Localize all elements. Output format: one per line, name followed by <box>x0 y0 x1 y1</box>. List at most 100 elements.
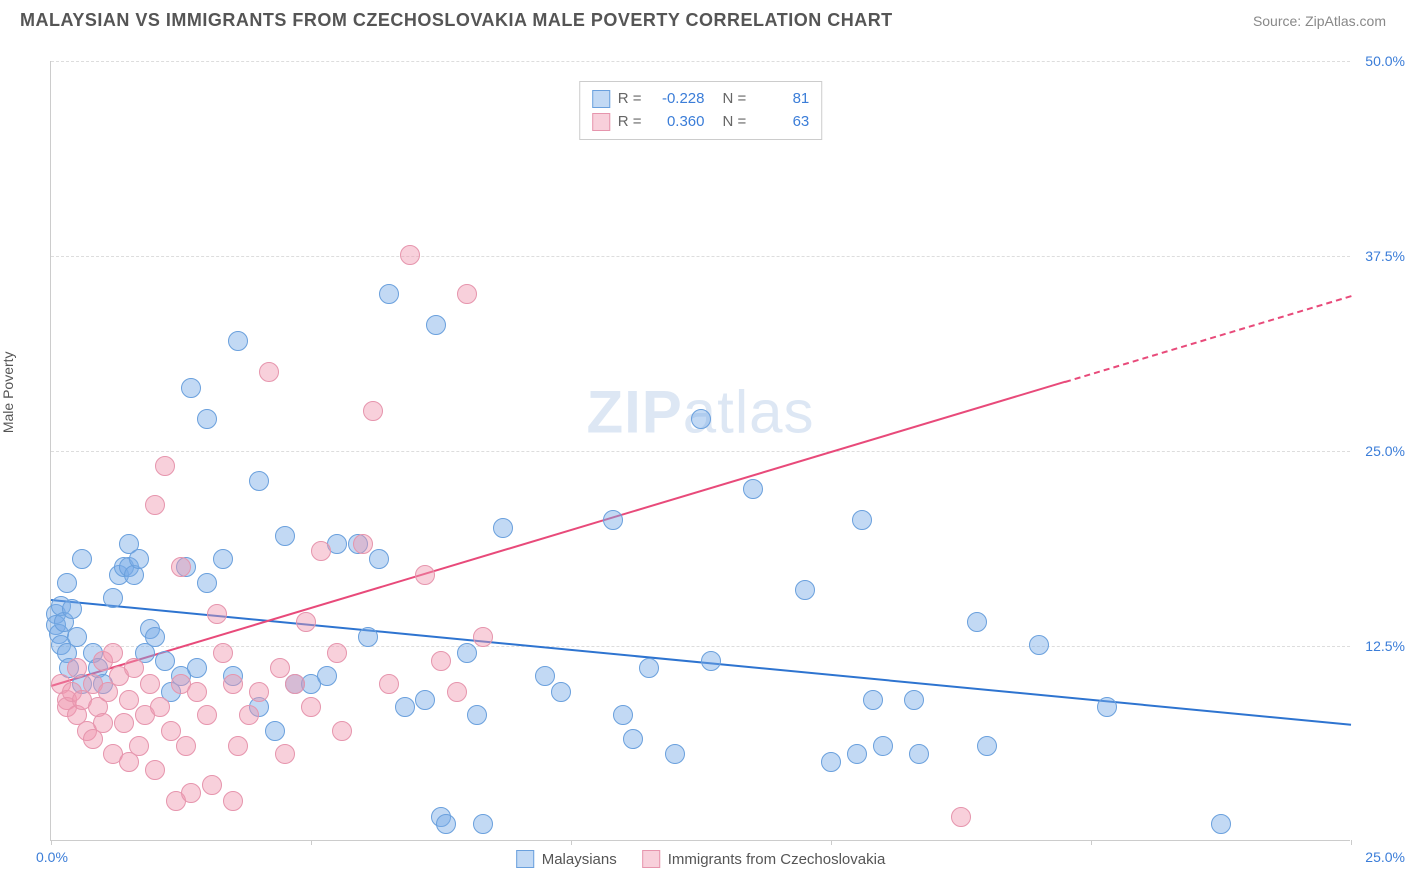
gridline <box>51 646 1350 647</box>
plot-area: ZIPatlas R = -0.228 N = 81 R = 0.360 N =… <box>50 61 1350 841</box>
scatter-point <box>639 658 659 678</box>
scatter-point <box>473 627 493 647</box>
x-tick-mark <box>571 840 572 845</box>
y-tick-label: 25.0% <box>1365 443 1405 459</box>
scatter-point <box>57 573 77 593</box>
source-attribution: Source: ZipAtlas.com <box>1253 13 1386 29</box>
y-tick-label: 37.5% <box>1365 248 1405 264</box>
scatter-point <box>977 736 997 756</box>
scatter-point <box>467 705 487 725</box>
scatter-point <box>795 580 815 600</box>
y-tick-label: 12.5% <box>1365 638 1405 654</box>
scatter-point <box>207 604 227 624</box>
scatter-point <box>551 682 571 702</box>
scatter-point <box>863 690 883 710</box>
scatter-point <box>311 541 331 561</box>
x-tick-mark <box>311 840 312 845</box>
scatter-point <box>821 752 841 772</box>
scatter-point <box>202 775 222 795</box>
scatter-point <box>93 713 113 733</box>
gridline <box>51 61 1350 62</box>
trend-line <box>1065 295 1352 383</box>
scatter-point <box>155 651 175 671</box>
scatter-point <box>623 729 643 749</box>
scatter-point <box>1211 814 1231 834</box>
scatter-point <box>103 643 123 663</box>
scatter-point <box>171 557 191 577</box>
scatter-point <box>124 658 144 678</box>
scatter-point <box>301 697 321 717</box>
scatter-point <box>363 401 383 421</box>
scatter-point <box>239 705 259 725</box>
scatter-point <box>904 690 924 710</box>
scatter-point <box>457 643 477 663</box>
legend-item-series1: Malaysians <box>516 850 617 868</box>
scatter-point <box>197 573 217 593</box>
scatter-point <box>213 643 233 663</box>
scatter-point <box>161 721 181 741</box>
scatter-point <box>457 284 477 304</box>
scatter-point <box>967 612 987 632</box>
scatter-point <box>187 682 207 702</box>
scatter-point <box>249 471 269 491</box>
scatter-point <box>400 245 420 265</box>
scatter-point <box>379 674 399 694</box>
scatter-point <box>665 744 685 764</box>
gridline <box>51 256 1350 257</box>
scatter-point <box>285 674 305 694</box>
scatter-point <box>155 456 175 476</box>
scatter-point <box>140 674 160 694</box>
scatter-point <box>447 682 467 702</box>
scatter-point <box>67 627 87 647</box>
x-tick-mark <box>831 840 832 845</box>
scatter-point <box>909 744 929 764</box>
scatter-point <box>187 658 207 678</box>
legend: Malaysians Immigrants from Czechoslovaki… <box>516 850 886 868</box>
scatter-point <box>265 721 285 741</box>
scatter-point <box>493 518 513 538</box>
scatter-point <box>701 651 721 671</box>
scatter-point <box>852 510 872 530</box>
scatter-point <box>119 690 139 710</box>
stats-row-series1: R = -0.228 N = 81 <box>592 88 810 111</box>
y-axis-label: Male Poverty <box>0 351 16 433</box>
swatch-series1 <box>592 90 610 108</box>
scatter-point <box>426 315 446 335</box>
scatter-point <box>332 721 352 741</box>
swatch-series1 <box>516 850 534 868</box>
scatter-point <box>1097 697 1117 717</box>
scatter-point <box>249 682 269 702</box>
legend-item-series2: Immigrants from Czechoslovakia <box>642 850 886 868</box>
scatter-point <box>415 565 435 585</box>
scatter-point <box>129 549 149 569</box>
chart-container: Male Poverty ZIPatlas R = -0.228 N = 81 … <box>0 41 1406 891</box>
scatter-point <box>129 736 149 756</box>
scatter-point <box>436 814 456 834</box>
swatch-series2 <box>642 850 660 868</box>
scatter-point <box>327 643 347 663</box>
scatter-point <box>613 705 633 725</box>
swatch-series2 <box>592 113 610 131</box>
scatter-point <box>72 549 92 569</box>
scatter-point <box>873 736 893 756</box>
scatter-point <box>67 658 87 678</box>
scatter-point <box>358 627 378 647</box>
x-tick-mark <box>1351 840 1352 845</box>
scatter-point <box>145 495 165 515</box>
scatter-point <box>275 526 295 546</box>
scatter-point <box>369 549 389 569</box>
scatter-point <box>603 510 623 530</box>
scatter-point <box>395 697 415 717</box>
y-tick-label: 50.0% <box>1365 53 1405 69</box>
scatter-point <box>951 807 971 827</box>
scatter-point <box>197 409 217 429</box>
x-tick-mark <box>1091 840 1092 845</box>
scatter-point <box>259 362 279 382</box>
scatter-point <box>62 599 82 619</box>
stats-row-series2: R = 0.360 N = 63 <box>592 111 810 134</box>
scatter-point <box>150 697 170 717</box>
correlation-stats-box: R = -0.228 N = 81 R = 0.360 N = 63 <box>579 81 823 140</box>
scatter-point <box>213 549 233 569</box>
scatter-point <box>228 736 248 756</box>
scatter-point <box>847 744 867 764</box>
